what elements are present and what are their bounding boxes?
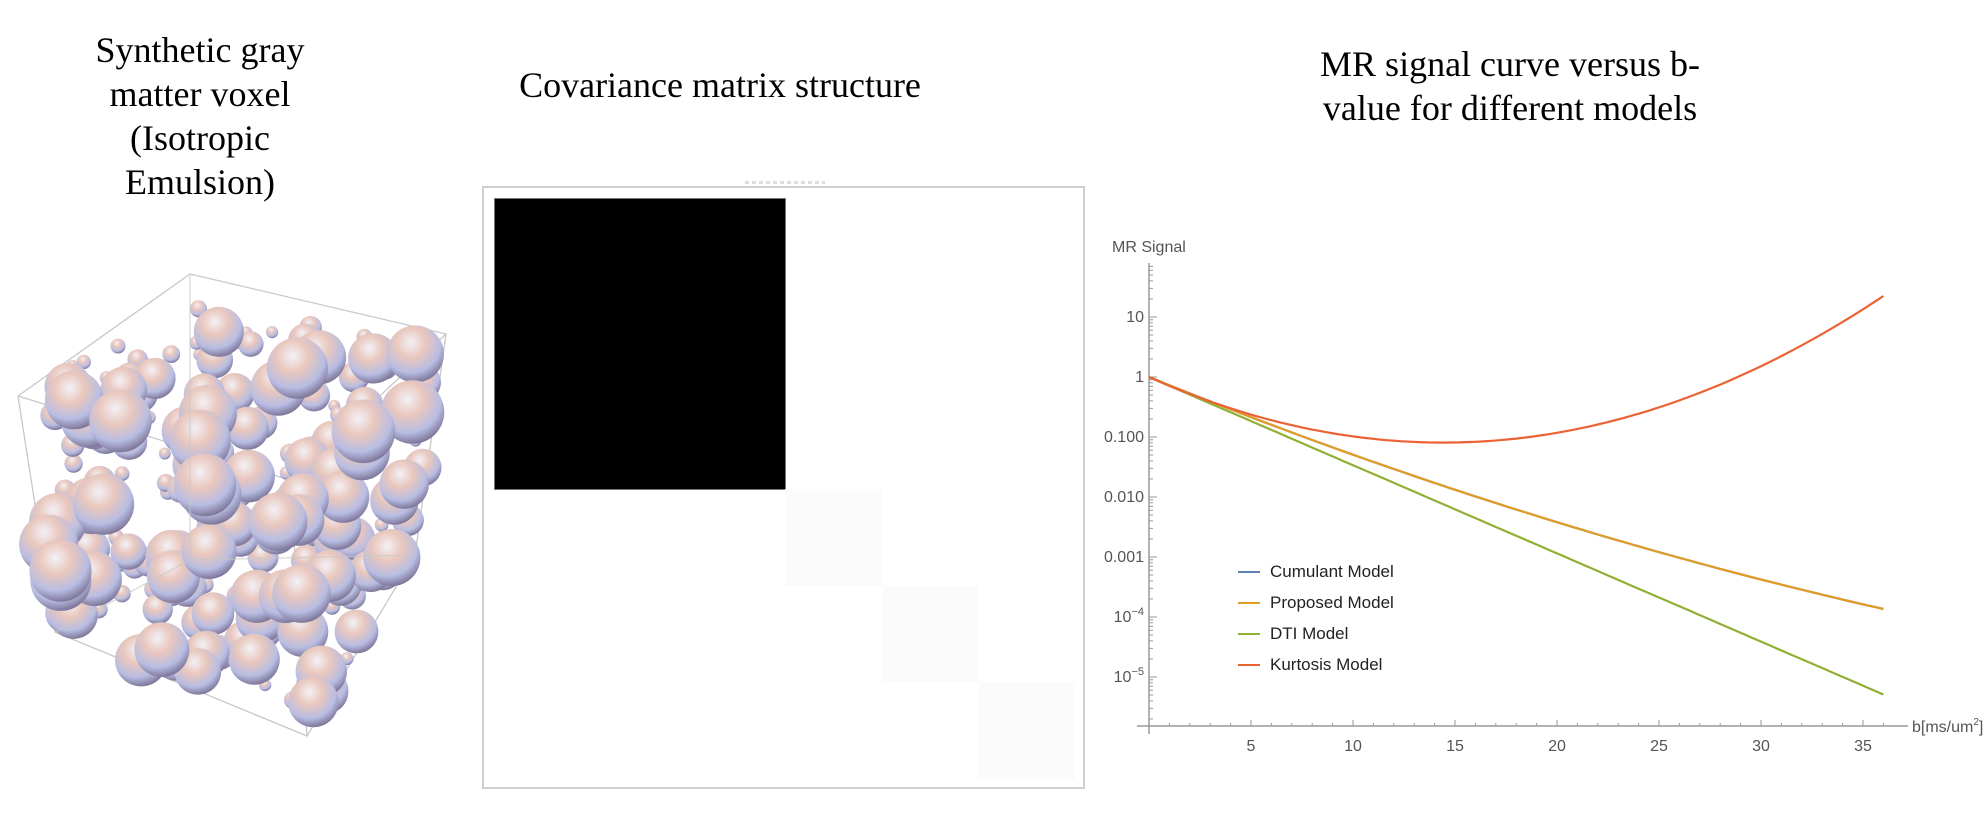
sphere [237, 331, 264, 357]
title-line: Synthetic gray [95, 30, 305, 70]
legend-swatch [1238, 570, 1260, 573]
legend-swatch [1238, 632, 1260, 635]
legend-label: Cumulant Model [1270, 561, 1394, 581]
sphere [288, 676, 339, 728]
x-tick-label: 5 [1247, 738, 1256, 755]
legend-item-proposed: Proposed Model [1238, 587, 1394, 618]
covariance-matrix-frame [482, 186, 1085, 789]
sphere [134, 622, 190, 677]
sphere [266, 326, 279, 339]
sphere [110, 338, 126, 354]
title-line: MR signal curve versus b- [1320, 44, 1700, 84]
covariance-block [494, 198, 786, 490]
sphere [266, 337, 328, 399]
sphere [162, 345, 181, 363]
y-axis-label: MR Signal [1112, 239, 1186, 256]
title-line: (Isotropic [130, 118, 270, 158]
sphere [193, 306, 244, 357]
sphere [158, 447, 171, 460]
covariance-block [978, 682, 1075, 779]
sphere [181, 524, 237, 579]
title-line: matter voxel [109, 74, 291, 114]
title-line: Covariance matrix structure [519, 65, 921, 105]
covariance-block [881, 585, 979, 683]
voxel-sphere-render [17, 273, 447, 737]
sphere [64, 454, 83, 473]
sphere [89, 389, 152, 453]
x-tick-label: 10 [1344, 738, 1362, 755]
sphere [363, 529, 421, 586]
sphere [379, 459, 429, 509]
covariance-panel-title: Covariance matrix structure [470, 63, 970, 107]
legend-label: Proposed Model [1270, 592, 1394, 612]
x-tick-label: 35 [1854, 738, 1872, 755]
legend-item-cumulant: Cumulant Model [1238, 556, 1394, 587]
legend-swatch [1238, 663, 1260, 666]
curve-proposed-model [1148, 375, 1884, 611]
tick-labels: 10 1 0.100 0.010 0.001 10−4 10−5 5 10 15 20 25 30 35 [1104, 309, 1872, 755]
legend-label: DTI Model [1270, 623, 1349, 643]
curve-dti-model [1148, 375, 1884, 696]
sphere [29, 539, 92, 602]
title-line: value for different models [1322, 88, 1698, 128]
y-tick-label: 10 [1126, 309, 1144, 326]
sphere-cluster [19, 300, 445, 728]
covariance-block [785, 489, 882, 586]
sphere [110, 533, 147, 570]
sphere [334, 609, 379, 654]
sphere [331, 399, 396, 464]
sphere [76, 354, 92, 370]
legend-item-kurtosis: Kurtosis Model [1238, 649, 1394, 680]
sphere [44, 370, 104, 430]
chart-legend: Cumulant Model Proposed Model DTI Model … [1238, 556, 1394, 680]
legend-label: Kurtosis Model [1270, 654, 1383, 674]
covariance-matrix [494, 198, 1075, 779]
y-tick-label: 1 [1135, 369, 1144, 386]
sphere [380, 380, 445, 444]
signal-panel-title: MR signal curve versus b- value for diff… [1250, 42, 1770, 130]
x-tick-label: 15 [1446, 738, 1464, 755]
sphere [272, 564, 331, 623]
y-tick-label: 10−5 [1114, 666, 1144, 686]
curve-kurtosis-model [1148, 295, 1885, 444]
sphere [249, 492, 308, 551]
y-tick-label: 0.001 [1104, 549, 1144, 566]
chart-axes [1137, 263, 1908, 734]
sphere [191, 592, 235, 635]
legend-swatch [1238, 601, 1260, 604]
chart-curves [1148, 295, 1885, 696]
sphere [114, 466, 130, 482]
sphere [173, 453, 237, 517]
covariance-label-artifact [745, 181, 825, 184]
sphere [317, 470, 370, 523]
y-tick-label: 10−4 [1114, 606, 1144, 626]
y-tick-label: 0.100 [1104, 429, 1144, 446]
sphere [348, 333, 399, 384]
x-tick-label: 20 [1548, 738, 1566, 755]
y-tick-label: 0.010 [1104, 489, 1144, 506]
sphere [386, 325, 444, 383]
voxel-panel-title: Synthetic gray matter voxel (Isotropic E… [40, 28, 360, 204]
sphere [73, 473, 135, 535]
sphere [228, 633, 280, 685]
x-axis-label: b[ms/um2] [1912, 717, 1983, 736]
legend-item-dti: DTI Model [1238, 618, 1394, 649]
title-line: Emulsion) [125, 162, 275, 202]
x-tick-label: 30 [1752, 738, 1770, 755]
x-tick-label: 25 [1650, 738, 1668, 755]
